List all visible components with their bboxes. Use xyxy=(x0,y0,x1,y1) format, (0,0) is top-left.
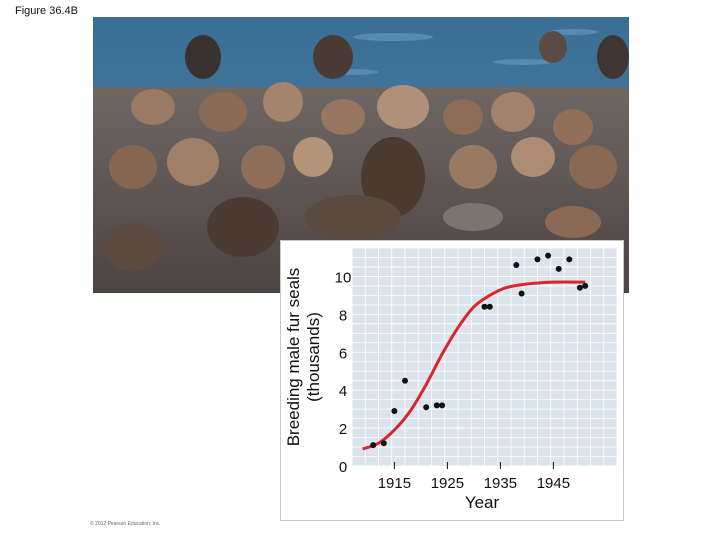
y-tick-label: 0 xyxy=(339,459,347,476)
x-axis-label: Year xyxy=(465,493,500,512)
y-tick-label: 2 xyxy=(339,421,347,438)
data-point xyxy=(370,442,377,449)
copyright-notice: © 2012 Pearson Education, Inc. xyxy=(90,521,161,527)
y-tick-label: 8 xyxy=(339,307,347,324)
x-tick-label: 1945 xyxy=(537,475,570,492)
y-axis-label-line2: (thousands) xyxy=(304,312,323,402)
data-point xyxy=(534,256,541,263)
logistic-curve xyxy=(362,280,586,451)
data-point xyxy=(513,262,520,269)
y-tick-label: 10 xyxy=(335,269,352,286)
y-axis-ticks: 0 2 4 6 8 10 xyxy=(335,269,352,476)
data-point xyxy=(481,303,488,310)
data-point xyxy=(545,252,552,259)
data-point xyxy=(439,402,446,409)
figure-label: Figure 36.4B xyxy=(15,5,78,17)
data-point xyxy=(576,284,583,291)
data-point xyxy=(555,265,562,272)
data-point xyxy=(402,377,408,384)
x-axis-ticks: 1915 1925 1935 1945 xyxy=(378,462,570,492)
data-point xyxy=(433,402,440,409)
chart-panel: 0 2 4 6 8 10 1915 1925 1935 1945 Year Breeding m… xyxy=(280,240,624,521)
data-point xyxy=(423,404,430,411)
data-point xyxy=(486,303,493,310)
grid-lines xyxy=(351,247,618,467)
data-point xyxy=(566,256,573,263)
population-growth-chart: 0 2 4 6 8 10 1915 1925 1935 1945 Year Breeding m… xyxy=(284,247,618,512)
data-point xyxy=(518,290,525,297)
fur-seal-colony-photo xyxy=(93,17,629,293)
x-tick-label: 1935 xyxy=(484,475,517,492)
x-tick-label: 1925 xyxy=(431,475,464,492)
y-axis-label-line1: Breeding male fur seals xyxy=(284,268,303,447)
data-points xyxy=(370,252,589,449)
data-point xyxy=(391,408,398,415)
y-tick-label: 6 xyxy=(339,345,347,362)
x-tick-label: 1915 xyxy=(378,475,411,492)
data-point xyxy=(582,282,589,289)
data-point xyxy=(380,440,387,447)
y-tick-label: 4 xyxy=(339,383,347,400)
